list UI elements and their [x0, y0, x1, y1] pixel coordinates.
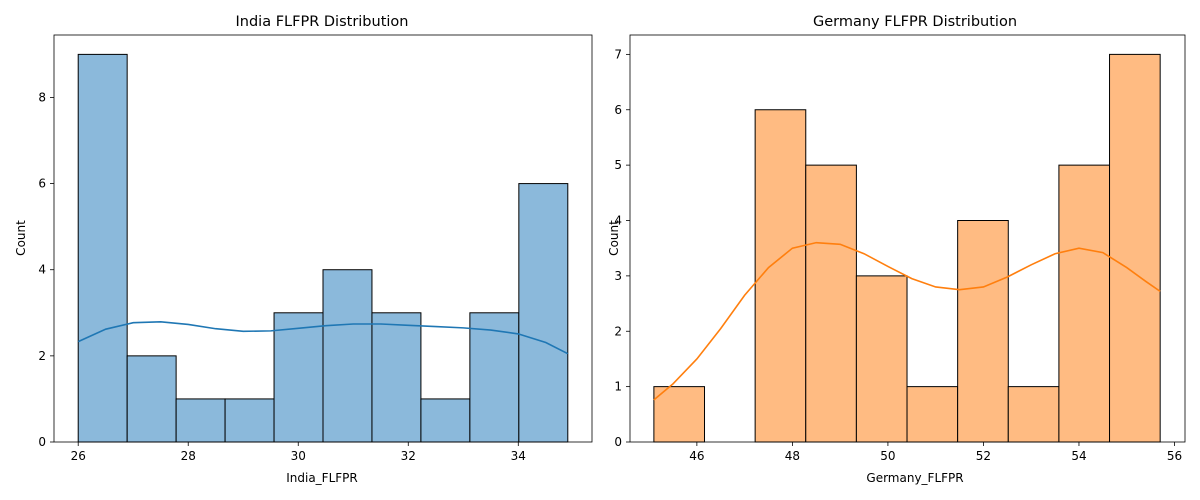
- y-tick-label: 1: [614, 380, 622, 394]
- x-tick-label: 32: [401, 449, 416, 463]
- x-tick-label: 52: [976, 449, 991, 463]
- y-tick-label: 6: [38, 177, 46, 191]
- india-histogram: India FLFPR Distribution India_FLFPR Cou…: [14, 14, 593, 485]
- histogram-bar: [371, 312, 422, 443]
- histogram-bar: [224, 398, 275, 443]
- chart-title: Germany FLFPR Distribution: [813, 14, 1017, 30]
- x-tick-label: 54: [1071, 449, 1086, 463]
- histogram-bar: [420, 398, 471, 443]
- x-tick-label: 30: [291, 449, 306, 463]
- histogram-bar: [855, 275, 908, 443]
- histogram-bar: [126, 355, 177, 443]
- histogram-bar: [77, 53, 128, 443]
- histogram-bar: [273, 312, 324, 443]
- x-tick-label: 50: [880, 449, 895, 463]
- x-axis-label: Germany_FLFPR: [866, 471, 963, 485]
- y-tick-label: 0: [38, 435, 46, 449]
- histogram-bar: [754, 109, 807, 443]
- y-tick-label: 5: [614, 158, 622, 172]
- histogram-bar: [653, 386, 706, 443]
- y-tick-label: 8: [38, 90, 46, 104]
- x-tick-label: 28: [181, 449, 196, 463]
- kde-line: [653, 241, 1161, 401]
- histogram-bar: [175, 398, 226, 443]
- histogram-bar: [906, 386, 959, 443]
- y-tick-label: 6: [614, 103, 622, 117]
- chart-title: India FLFPR Distribution: [236, 14, 409, 30]
- x-axis-label: India_FLFPR: [286, 471, 358, 485]
- histogram-bar: [805, 164, 857, 443]
- histogram-bar: [1109, 53, 1161, 443]
- kde-line: [77, 321, 569, 355]
- y-axis-label: Count: [14, 220, 28, 256]
- histogram-bar: [1007, 386, 1060, 443]
- india-marks: 26 28 30 32 34 0 2 4 6 8: [38, 34, 593, 463]
- y-tick-label: 0: [614, 435, 622, 449]
- plot-frame: [53, 34, 593, 443]
- x-tick-label: 34: [511, 449, 526, 463]
- y-tick-label: 2: [38, 349, 46, 363]
- y-tick-label: 3: [614, 269, 622, 283]
- histogram-bar: [322, 269, 373, 443]
- y-tick-label: 2: [614, 324, 622, 338]
- histogram-bar: [518, 183, 569, 443]
- y-axis-label: Count: [607, 220, 621, 256]
- plot-frame: [629, 34, 1186, 443]
- histogram-bar: [1058, 164, 1111, 443]
- x-tick-label: 46: [689, 449, 704, 463]
- y-tick-label: 4: [38, 263, 46, 277]
- germany-histogram: Germany FLFPR Distribution Germany_FLFPR…: [607, 14, 1186, 485]
- y-tick-label: 7: [614, 47, 622, 61]
- x-tick-label: 56: [1167, 449, 1182, 463]
- x-tick-label: 48: [785, 449, 800, 463]
- y-tick-label: 4: [614, 214, 622, 228]
- histogram-bar: [469, 312, 520, 443]
- histogram-bar: [957, 220, 1009, 443]
- x-tick-label: 26: [71, 449, 86, 463]
